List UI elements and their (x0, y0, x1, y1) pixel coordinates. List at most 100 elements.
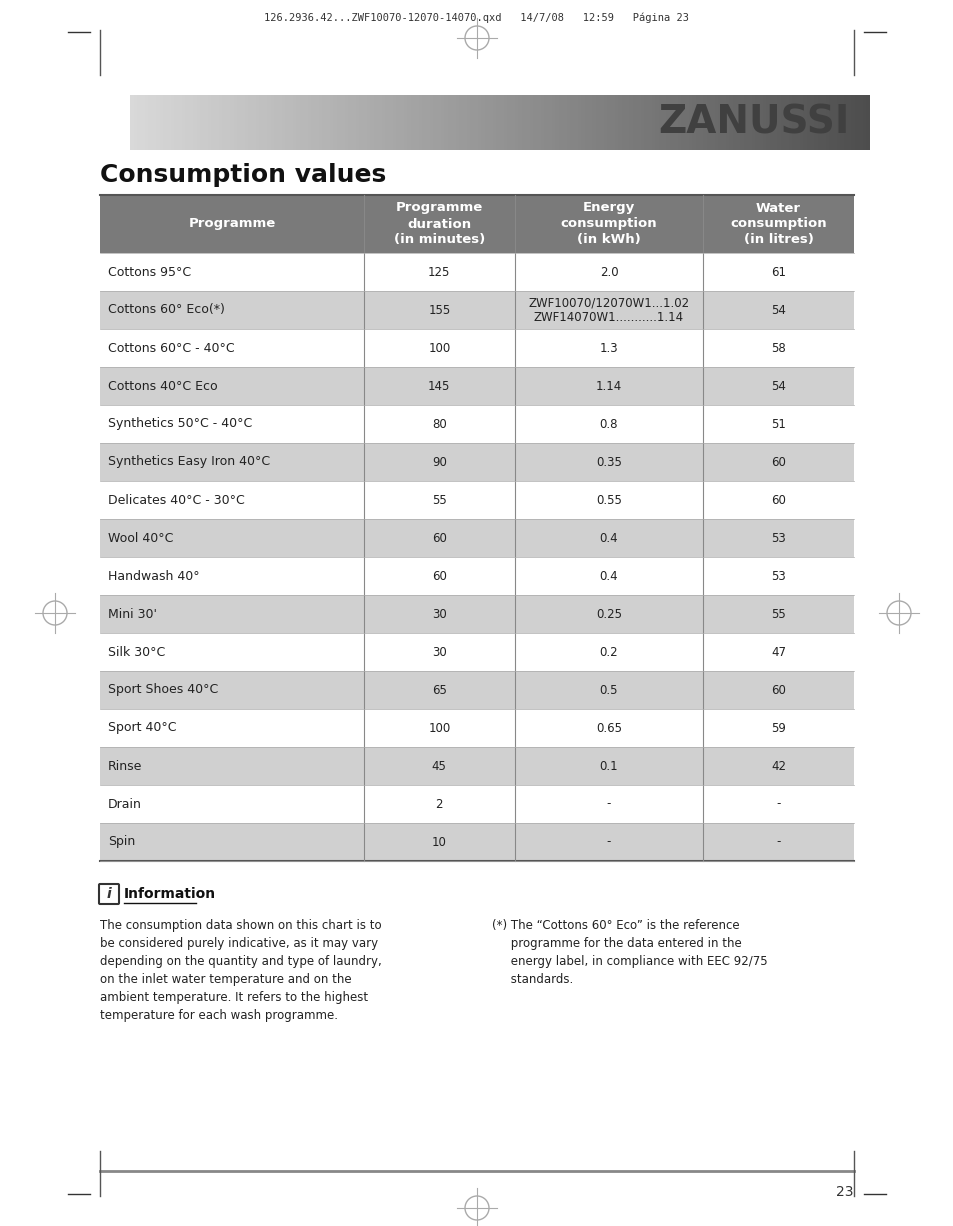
Bar (592, 94, 596, 150)
Bar (718, 94, 721, 150)
Bar (769, 94, 773, 150)
Text: 155: 155 (428, 304, 450, 316)
Bar (847, 94, 851, 150)
Bar (747, 94, 751, 150)
Bar (618, 94, 621, 150)
Bar (840, 94, 843, 150)
Bar (625, 94, 629, 150)
Bar (244, 94, 248, 150)
Bar (828, 94, 832, 150)
Text: 60: 60 (770, 494, 785, 506)
Text: -: - (606, 835, 611, 848)
Bar (200, 94, 204, 150)
Bar (832, 94, 836, 150)
Bar (836, 94, 840, 150)
Bar (336, 94, 340, 150)
Bar (311, 94, 314, 150)
Bar (755, 94, 759, 150)
Bar (518, 94, 521, 150)
Bar (100, 405, 853, 443)
Text: Energy
consumption
(in kWh): Energy consumption (in kWh) (560, 201, 657, 246)
Bar (777, 94, 781, 150)
Bar (100, 481, 853, 519)
Bar (433, 94, 436, 150)
Bar (393, 94, 396, 150)
Bar (588, 94, 592, 150)
Bar (100, 633, 853, 671)
Bar (233, 94, 237, 150)
Text: 42: 42 (770, 759, 785, 772)
Bar (182, 94, 185, 150)
Text: ZANUSSI: ZANUSSI (658, 103, 849, 141)
Bar (130, 94, 133, 150)
Text: 0.1: 0.1 (599, 759, 618, 772)
Bar (466, 94, 470, 150)
Bar (537, 94, 540, 150)
Text: 0.25: 0.25 (596, 608, 621, 620)
Bar (570, 94, 574, 150)
Bar (596, 94, 599, 150)
Bar (340, 94, 344, 150)
Bar (507, 94, 511, 150)
Bar (318, 94, 322, 150)
Bar (456, 94, 458, 150)
Bar (374, 94, 377, 150)
Bar (470, 94, 474, 150)
Bar (304, 94, 307, 150)
Bar (214, 94, 218, 150)
Text: 54: 54 (770, 304, 785, 316)
Bar (418, 94, 422, 150)
Bar (647, 94, 651, 150)
Text: 59: 59 (770, 721, 785, 734)
Bar (702, 94, 706, 150)
Bar (673, 94, 677, 150)
Bar (436, 94, 440, 150)
Text: 60: 60 (432, 532, 446, 544)
Bar (100, 671, 853, 709)
Bar (865, 94, 869, 150)
Bar (854, 94, 858, 150)
Bar (348, 94, 352, 150)
Bar (655, 94, 659, 150)
Text: 100: 100 (428, 721, 450, 734)
Bar (732, 94, 736, 150)
Text: 0.4: 0.4 (599, 570, 618, 582)
Bar (222, 94, 226, 150)
Bar (444, 94, 448, 150)
Bar (477, 94, 481, 150)
Bar (326, 94, 330, 150)
Bar (603, 94, 607, 150)
Bar (643, 94, 647, 150)
Text: i: i (107, 886, 112, 901)
Bar (381, 94, 385, 150)
Bar (100, 823, 853, 861)
Bar (666, 94, 670, 150)
Bar (525, 94, 529, 150)
Bar (759, 94, 761, 150)
Bar (137, 94, 141, 150)
Text: Cottons 60°C - 40°C: Cottons 60°C - 40°C (108, 342, 234, 354)
Bar (562, 94, 566, 150)
Bar (293, 94, 296, 150)
Bar (174, 94, 178, 150)
Bar (580, 94, 584, 150)
Bar (621, 94, 625, 150)
Bar (267, 94, 271, 150)
Text: 60: 60 (770, 456, 785, 468)
Bar (710, 94, 714, 150)
Bar (584, 94, 588, 150)
Bar (551, 94, 555, 150)
Text: 145: 145 (428, 380, 450, 392)
Bar (659, 94, 662, 150)
Bar (163, 94, 167, 150)
Bar (193, 94, 196, 150)
Bar (263, 94, 267, 150)
Bar (670, 94, 673, 150)
Text: 51: 51 (770, 418, 785, 430)
Bar (740, 94, 743, 150)
Text: 125: 125 (428, 266, 450, 278)
Bar (152, 94, 155, 150)
Text: 126.2936.42...ZWF10070-12070-14070.qxd   14/7/08   12:59   Página 23: 126.2936.42...ZWF10070-12070-14070.qxd 1… (264, 12, 689, 23)
Bar (100, 709, 853, 747)
Text: Consumption values: Consumption values (100, 163, 386, 188)
